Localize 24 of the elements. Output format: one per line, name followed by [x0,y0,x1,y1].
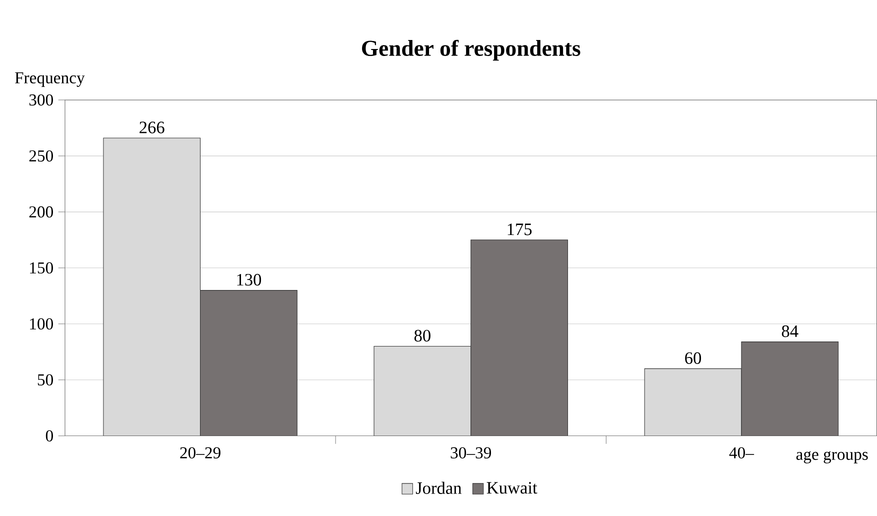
data-label: 84 [782,325,798,338]
legend-label: Kuwait [486,482,538,494]
bar [644,368,742,436]
y-tick-label: 200 [29,206,53,218]
data-label: 130 [237,274,262,286]
x-tick-label: 20–29 [180,447,220,459]
x-tick-label: 30–39 [450,447,492,459]
y-tick-label: 0 [46,430,53,442]
y-axis-title: Frequency [14,72,85,87]
legend-label: Jordan [416,482,462,494]
x-axis-title: age groups [796,451,868,464]
data-label: 175 [508,224,532,236]
bar [103,138,201,436]
y-tick-label: 250 [29,150,53,162]
y-tick-label: 300 [29,94,53,106]
bar [374,346,472,436]
y-tick-label: 150 [30,262,53,274]
data-label: 60 [685,352,702,364]
y-tick-label: 50 [38,374,53,386]
data-label: 80 [414,330,430,342]
x-tick-label: 40– [729,447,754,459]
y-tick-label: 100 [30,318,53,330]
chart-title: Gender of respondents [362,40,580,61]
data-label: 266 [140,122,164,134]
